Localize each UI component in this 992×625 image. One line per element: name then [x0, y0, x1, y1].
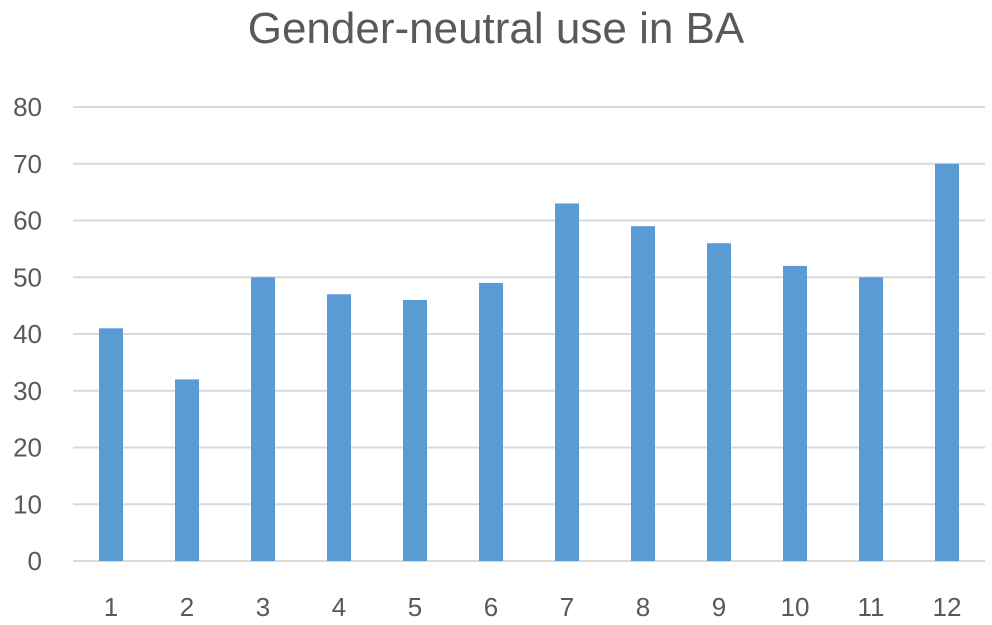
x-tick-label: 6 [484, 592, 498, 622]
bars [99, 163, 959, 562]
y-tick-label: 60 [13, 206, 42, 236]
bar-8 [631, 226, 655, 562]
x-tick-label: 7 [560, 592, 574, 622]
bar-10 [783, 265, 807, 561]
x-axis-tick-labels: 1 2 3 4 5 6 7 8 9 10 11 12 [104, 592, 962, 622]
y-tick-label: 80 [13, 92, 42, 122]
y-tick-label: 40 [13, 319, 42, 349]
y-tick-label: 10 [13, 489, 42, 519]
bar-12 [935, 163, 959, 561]
bar-1 [99, 328, 123, 561]
x-tick-label: 11 [858, 592, 885, 622]
y-axis-tick-labels: 0 10 20 30 40 50 60 70 80 [13, 92, 42, 576]
y-tick-label: 20 [13, 433, 42, 463]
y-tick-label: 70 [13, 149, 42, 179]
bar-2 [175, 379, 199, 561]
x-tick-label: 9 [712, 592, 726, 622]
x-tick-label: 5 [408, 592, 422, 622]
y-tick-label: 30 [13, 376, 42, 406]
bar-3 [251, 277, 275, 561]
x-tick-label: 10 [781, 592, 810, 622]
chart-title: Gender-neutral use in BA [247, 4, 745, 53]
y-tick-label: 0 [28, 546, 42, 576]
x-tick-label: 12 [933, 592, 962, 622]
bar-6 [479, 282, 503, 561]
bar-7 [555, 203, 579, 561]
gridlines [73, 106, 985, 562]
x-tick-label: 3 [256, 592, 270, 622]
bar-5 [403, 299, 427, 561]
x-tick-label: 1 [104, 592, 118, 622]
y-tick-label: 50 [13, 262, 42, 292]
x-tick-label: 2 [180, 592, 194, 622]
x-tick-label: 4 [332, 592, 346, 622]
bar-11 [859, 277, 883, 561]
bar-4 [327, 294, 351, 561]
x-tick-label: 8 [636, 592, 650, 622]
bar-9 [707, 243, 731, 561]
